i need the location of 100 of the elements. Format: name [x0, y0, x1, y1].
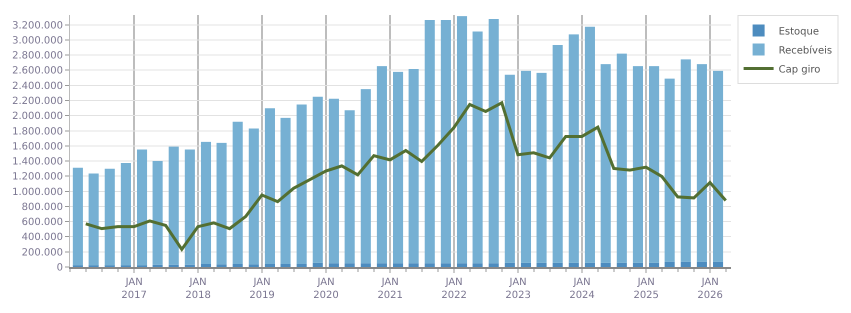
bar — [472, 263, 483, 267]
bar — [248, 128, 259, 264]
bar — [328, 263, 339, 267]
y-tick-label: 1.600.000 — [12, 141, 63, 152]
legend-label: Cap giro — [778, 64, 820, 76]
bar — [504, 262, 515, 267]
y-tick-label: 2.600.000 — [12, 66, 63, 77]
bar — [280, 264, 291, 267]
y-tick-label: 2.400.000 — [12, 80, 63, 92]
x-tick-label: JAN 2022 — [441, 277, 467, 301]
bar — [664, 262, 675, 267]
bar — [712, 70, 724, 262]
bar — [232, 264, 243, 267]
bar — [568, 262, 579, 267]
bar — [680, 262, 691, 267]
bar — [632, 262, 643, 267]
bar — [488, 19, 499, 264]
bar — [488, 263, 499, 267]
y-tick-label: 3.000.000 — [12, 35, 63, 46]
y-tick-label: 2.200.000 — [12, 96, 63, 108]
bar — [408, 263, 419, 267]
bar — [424, 263, 435, 267]
bar — [456, 16, 468, 264]
bar — [216, 264, 227, 267]
y-tick-label: 1.200.000 — [12, 172, 63, 183]
bar — [600, 64, 611, 263]
bar — [616, 54, 627, 263]
bar — [600, 262, 611, 267]
bar — [296, 264, 307, 267]
bar — [120, 163, 131, 266]
bar — [504, 74, 515, 263]
x-tick-label: JAN 2023 — [505, 277, 531, 301]
bar — [104, 168, 115, 266]
bar — [280, 118, 291, 264]
bar — [440, 20, 451, 264]
y-tick-label: 2.000.000 — [12, 111, 63, 122]
x-tick-label: JAN 2017 — [121, 277, 147, 301]
bar — [152, 161, 163, 265]
bar — [616, 262, 627, 267]
bar — [568, 34, 579, 263]
bar — [424, 20, 435, 264]
bar — [232, 122, 243, 264]
bar — [344, 263, 355, 267]
bar — [200, 264, 212, 267]
line-series — [84, 101, 728, 251]
bar — [168, 146, 179, 265]
bar — [312, 262, 323, 267]
bar — [584, 26, 595, 263]
bar — [520, 70, 532, 263]
bar — [393, 263, 404, 267]
bar — [312, 96, 323, 263]
bar — [552, 262, 563, 267]
x-tick-label: JAN 2019 — [249, 277, 275, 301]
bar — [632, 66, 643, 263]
y-tick-label: 200.000 — [22, 247, 63, 258]
bar — [584, 262, 595, 267]
x-tick-label: JAN 2020 — [313, 277, 339, 301]
bar — [696, 262, 707, 267]
y-tick-label: 1.400.000 — [12, 156, 63, 168]
bar — [296, 104, 307, 264]
bar — [264, 108, 275, 264]
bar — [200, 142, 212, 264]
bar — [712, 262, 724, 267]
x-tick-label: JAN 2018 — [185, 277, 211, 301]
legend-label: Recebíveis — [778, 45, 832, 56]
bar — [184, 150, 195, 265]
bar — [649, 66, 660, 263]
bar — [456, 263, 468, 267]
bar — [360, 263, 371, 267]
y-tick-label: 600.000 — [22, 217, 63, 228]
bar — [696, 64, 707, 262]
x-tick-label: JAN 2025 — [633, 277, 659, 301]
y-tick-label: 1.800.000 — [12, 126, 63, 138]
x-tick-label: JAN 2026 — [697, 277, 723, 301]
bar — [649, 262, 660, 267]
bar — [88, 174, 99, 266]
bar — [536, 72, 547, 263]
bar — [520, 262, 532, 267]
y-tick-label: 3.200.000 — [12, 20, 63, 32]
bar — [136, 150, 148, 266]
bar — [328, 98, 339, 264]
y-tick-label: 1.000.000 — [12, 186, 63, 198]
bar — [248, 264, 259, 267]
bar — [72, 168, 83, 266]
bar — [393, 72, 404, 264]
bar — [536, 262, 547, 267]
y-tick-label: 0 — [56, 262, 63, 274]
legend-label: Estoque — [778, 26, 820, 38]
bar — [664, 78, 675, 262]
bar — [360, 89, 371, 264]
bar — [472, 32, 483, 264]
bar — [440, 263, 451, 267]
bar — [408, 68, 419, 264]
x-tick-label: JAN 2021 — [377, 277, 403, 301]
bar — [552, 44, 563, 263]
y-tick-label: 400.000 — [22, 232, 63, 244]
bar — [376, 66, 387, 264]
bar — [376, 263, 387, 267]
bar — [680, 59, 691, 262]
y-tick-label: 800.000 — [22, 202, 63, 213]
